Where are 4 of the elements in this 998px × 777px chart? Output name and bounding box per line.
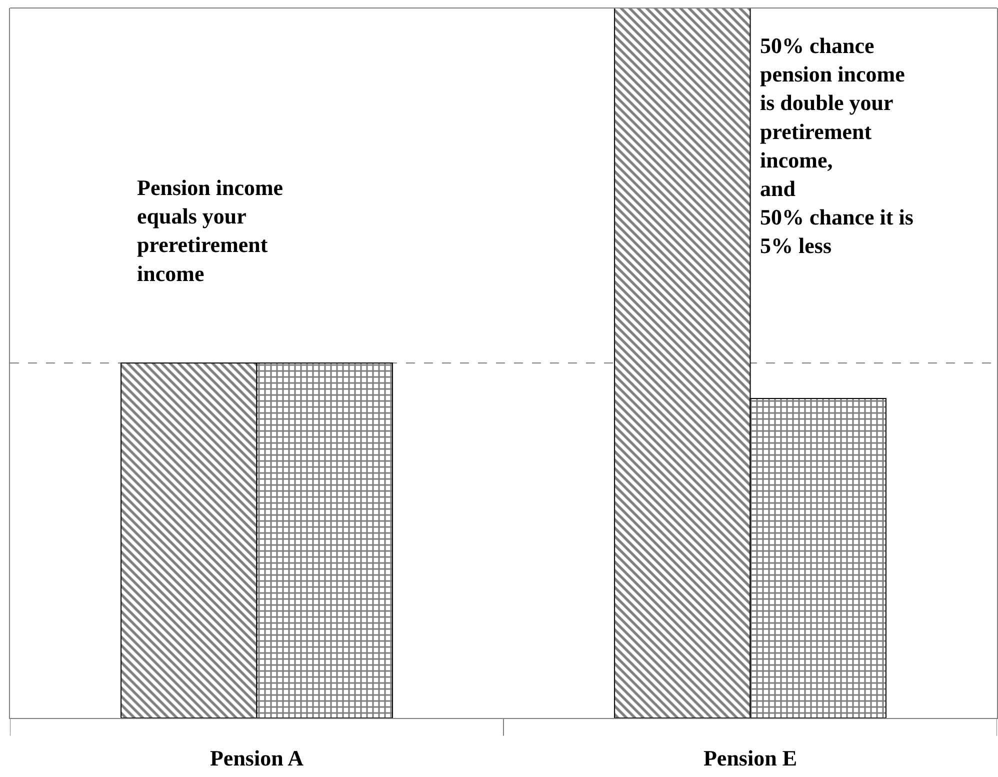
annotation: 50% chance pension income is double your pretirement income, and 50% chance it is 5% less: [760, 33, 914, 258]
x-tick-label: Pension E: [703, 745, 798, 770]
annotation: Pension income equals your preretirement income: [137, 175, 284, 286]
x-tick-label: Pension A: [210, 745, 304, 770]
